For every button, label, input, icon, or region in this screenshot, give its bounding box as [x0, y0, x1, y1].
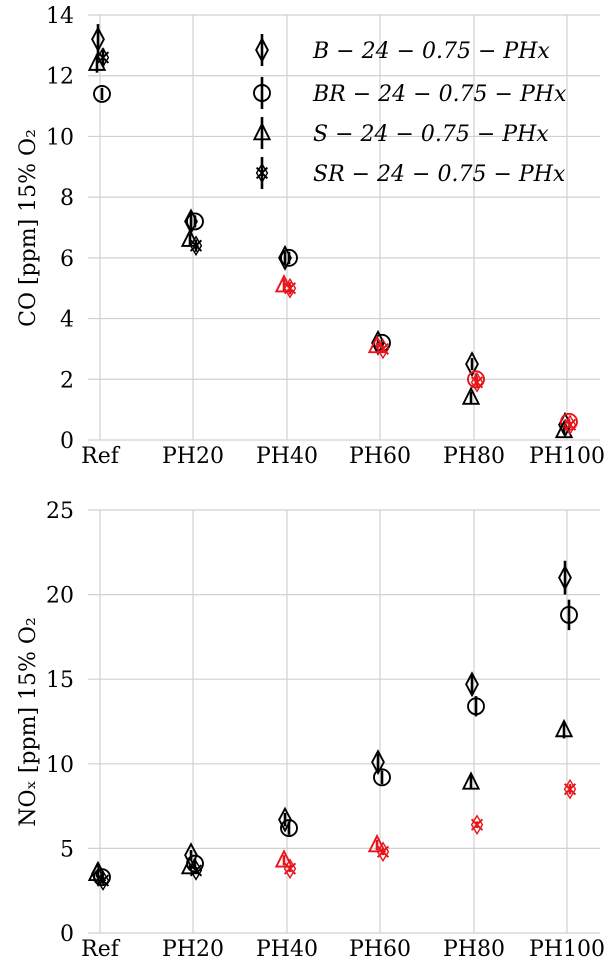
data-point-cross — [470, 814, 484, 836]
legend-label: BR − 24 − 0.75 − PHx — [312, 82, 567, 107]
y-tick-label: 0 — [60, 922, 74, 947]
data-point-triangle — [87, 862, 107, 882]
data-point-circle — [373, 768, 391, 787]
data-point-cross — [283, 277, 297, 299]
x-tick-label: Ref — [81, 937, 121, 962]
y-tick-label: 2 — [60, 368, 74, 393]
y-tick-label: 6 — [60, 247, 74, 272]
x-tick-label: PH40 — [256, 937, 318, 962]
x-tick-label: PH20 — [162, 444, 224, 469]
data-point-cross — [96, 870, 110, 891]
data-point-circle — [93, 84, 111, 103]
x-tick-label: PH80 — [443, 937, 505, 962]
y-tick-label: 8 — [60, 186, 74, 211]
data-point-diamond — [278, 806, 292, 833]
legend-label: SR − 24 − 0.75 − PHx — [313, 162, 566, 187]
y-tick-label: 14 — [46, 4, 74, 29]
data-point-cross — [283, 858, 297, 880]
data-point-circle — [93, 868, 111, 887]
legend-marker-circle — [253, 84, 271, 102]
x-tick-label: PH20 — [162, 937, 224, 962]
data-point-cross — [96, 47, 110, 68]
nox-panel: 0 5 10 15 20 25 Ref PH20 PH40 PH60 PH80 PH100 NOₓ [p… — [16, 499, 605, 962]
data-point-circle — [280, 248, 298, 267]
legend-label: B − 24 − 0.75 − PHx — [312, 39, 550, 64]
data-point-cross — [376, 338, 390, 360]
legend: B − 24 − 0.75 − PHx BR − 24 − 0.75 − PHx S… — [252, 34, 567, 189]
legend-marker-triangle — [252, 121, 272, 141]
data-point-diamond — [465, 671, 479, 698]
x-tick-label: PH60 — [349, 444, 411, 469]
y-tick-label: 5 — [60, 837, 74, 862]
x-tick-label: PH60 — [349, 937, 411, 962]
x-tick-label: PH100 — [529, 444, 605, 469]
data-point-triangle — [461, 386, 481, 405]
data-point-triangle — [367, 833, 387, 853]
y-axis-label: CO [ppm] 15% O₂ — [16, 129, 41, 327]
data-point-diamond — [558, 564, 572, 591]
data-point-triangle — [554, 718, 574, 738]
data-point-cross — [189, 860, 203, 881]
x-tick-label: PH80 — [443, 444, 505, 469]
data-point-diamond — [465, 351, 479, 378]
y-tick-label: 4 — [60, 308, 74, 333]
y-tick-label: 10 — [46, 753, 74, 778]
legend-label: S − 24 − 0.75 − PHx — [313, 122, 549, 147]
data-point-diamond — [371, 749, 385, 776]
data-point-triangle — [461, 771, 481, 790]
y-tick-label: 25 — [46, 499, 74, 524]
data-point-circle — [186, 212, 204, 231]
co-panel: 0 2 4 6 8 10 12 14 Ref PH20 PH40 PH60 PH80 PH100 CO [p… — [16, 4, 605, 469]
data-point-cross — [470, 371, 484, 393]
data-point-circle — [280, 819, 298, 838]
data-point-diamond — [91, 26, 105, 53]
y-axis-label: NOₓ [ppm] 15% O₂ — [16, 617, 41, 827]
data-point-cross — [563, 414, 577, 436]
data-point-circle — [467, 697, 485, 716]
data-point-cross — [563, 778, 577, 800]
legend-marker-cross — [255, 162, 269, 184]
y-tick-label: 15 — [46, 668, 74, 693]
x-tick-label: PH100 — [529, 937, 605, 962]
x-tick-label: PH40 — [256, 444, 318, 469]
y-tick-label: 12 — [46, 65, 74, 90]
y-tick-label: 10 — [46, 125, 74, 150]
y-tick-label: 0 — [60, 429, 74, 454]
x-tick-label: Ref — [81, 444, 121, 469]
data-point-cross — [189, 235, 203, 257]
legend-marker-diamond — [255, 36, 269, 64]
data-point-circle — [560, 605, 578, 624]
y-tick-label: 20 — [46, 584, 74, 609]
data-point-triangle — [274, 849, 294, 868]
data-point-cross — [376, 841, 390, 863]
